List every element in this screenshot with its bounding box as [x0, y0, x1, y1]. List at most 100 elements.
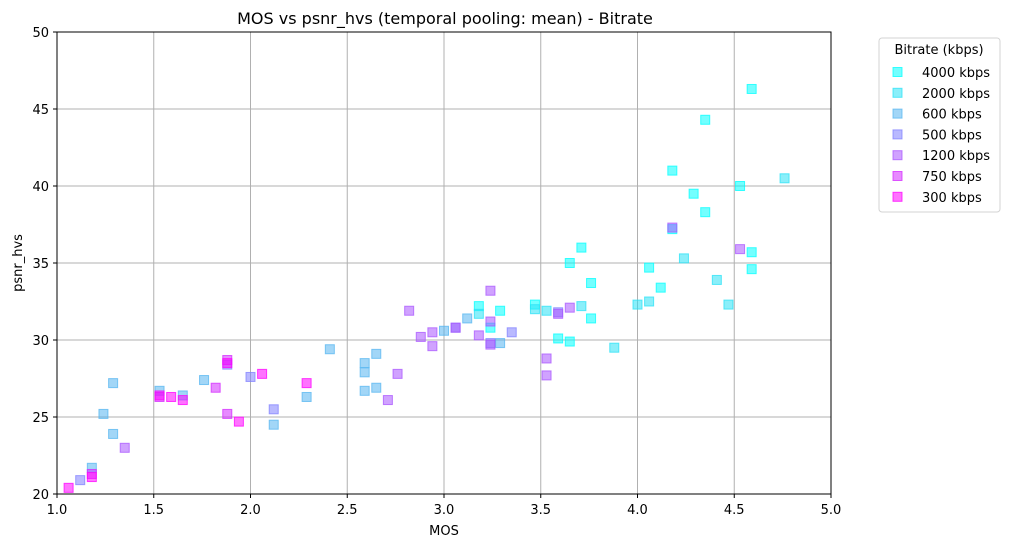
data-point [301, 378, 312, 389]
data-point [655, 282, 666, 293]
data-point [233, 416, 244, 427]
data-point [404, 305, 415, 316]
data-point [427, 327, 438, 338]
data-point [688, 188, 699, 199]
data-point [632, 299, 643, 310]
x-tick-label: 4.5 [724, 503, 745, 518]
plot-frame [56, 31, 832, 495]
data-point [644, 296, 655, 307]
x-axis-label: MOS [429, 524, 459, 539]
data-point [301, 391, 312, 402]
data-point [210, 382, 221, 393]
data-point [222, 408, 233, 419]
series-group [473, 173, 790, 353]
data-point [644, 262, 655, 273]
data-point [700, 114, 711, 125]
legend-marker [892, 150, 903, 161]
series-group [63, 358, 312, 493]
data-point [541, 370, 552, 381]
data-point [222, 358, 233, 369]
data-point [564, 302, 575, 313]
data-points [63, 83, 790, 493]
y-tick-label: 45 [32, 103, 49, 118]
legend-label: 4000 kbps [922, 66, 990, 81]
x-tick-label: 3.5 [530, 503, 551, 518]
data-point [199, 375, 210, 386]
data-point [586, 313, 597, 324]
data-point [268, 404, 279, 415]
legend-title: Bitrate (kbps) [894, 43, 983, 58]
data-point [371, 382, 382, 393]
data-point [154, 390, 165, 401]
data-point [485, 316, 496, 327]
data-point [485, 285, 496, 296]
data-point [382, 395, 393, 406]
data-point [576, 242, 587, 253]
legend-marker [892, 87, 903, 98]
legend-item: 500 kbps [892, 128, 982, 143]
data-point [473, 330, 484, 341]
data-point [268, 419, 279, 430]
data-point [473, 308, 484, 319]
legend-item: 4000 kbps [892, 66, 990, 81]
chart-title: MOS vs psnr_hvs (temporal pooling: mean)… [237, 9, 653, 29]
data-point [667, 222, 678, 233]
data-point [553, 308, 564, 319]
data-point [609, 342, 620, 353]
legend-label: 750 kbps [922, 170, 982, 185]
legend-label: 600 kbps [922, 108, 982, 123]
data-point [678, 253, 689, 264]
data-point [700, 207, 711, 218]
legend-item: 600 kbps [892, 108, 982, 123]
legend: Bitrate (kbps) 4000 kbps 2000 kbps 600 kbp… [878, 37, 1001, 213]
x-tick-label: 2.0 [240, 503, 261, 518]
y-axis-label: psnr_hvs [11, 234, 26, 292]
data-point [746, 83, 757, 94]
y-axis-ticks: 20 25 30 35 40 45 50 [32, 26, 57, 503]
x-tick-label: 2.5 [337, 503, 358, 518]
data-point [257, 368, 268, 379]
data-point [495, 305, 506, 316]
data-point [495, 338, 506, 349]
legend-label: 2000 kbps [922, 87, 990, 102]
legend-label: 300 kbps [922, 191, 982, 206]
data-point [723, 299, 734, 310]
x-tick-label: 4.0 [627, 503, 648, 518]
data-point [108, 378, 119, 389]
data-point [586, 278, 597, 289]
data-point [576, 301, 587, 312]
data-point [86, 472, 97, 483]
data-point [63, 482, 74, 493]
data-point [75, 475, 86, 486]
data-point [553, 333, 564, 344]
data-point [98, 408, 109, 419]
data-point [746, 264, 757, 275]
legend-item: 750 kbps [892, 170, 982, 185]
data-point [359, 358, 370, 369]
y-tick-label: 40 [32, 180, 49, 195]
data-point [439, 325, 449, 336]
legend-marker [892, 108, 903, 119]
legend-box [878, 37, 1001, 213]
data-point [359, 367, 370, 378]
x-tick-label: 3.0 [434, 503, 455, 518]
series-group [119, 222, 746, 453]
data-point [667, 165, 678, 176]
data-point [324, 344, 335, 355]
y-tick-label: 30 [32, 334, 49, 349]
data-point [108, 428, 119, 439]
data-point [427, 341, 438, 352]
data-point [506, 327, 517, 338]
legend-item: 2000 kbps [892, 87, 990, 102]
data-point [541, 353, 552, 364]
data-point [359, 385, 370, 396]
data-point [711, 274, 722, 285]
y-tick-label: 20 [32, 488, 49, 503]
legend-item: 1200 kbps [892, 149, 990, 164]
data-point [735, 244, 746, 255]
legend-marker [892, 171, 903, 181]
legend-label: 500 kbps [922, 128, 982, 143]
data-point [450, 322, 461, 333]
legend-marker [892, 191, 903, 202]
